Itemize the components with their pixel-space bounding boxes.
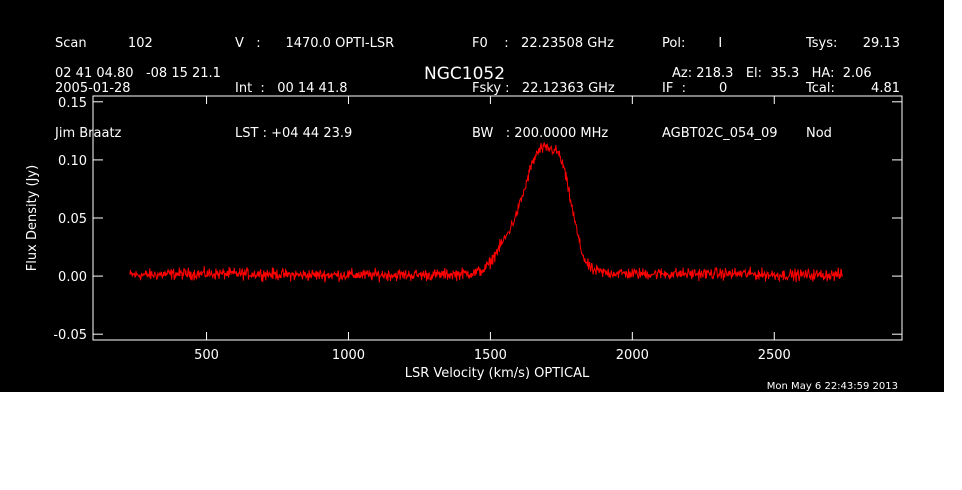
source-coords: 02 41 04.80 -08 15 21.1: [55, 66, 221, 81]
header-col6: 29.13 4.81: [848, 6, 900, 156]
integration-line: Int : 00 14 41.8: [235, 81, 348, 96]
tcal-value: 4.81: [871, 81, 900, 96]
scan-line: Scan 102: [55, 36, 153, 51]
y-ticks: -0.05 0.00 0.05 0.10 0.15: [53, 96, 902, 343]
tcal-label: Tcal:: [806, 81, 835, 96]
date-line: 2005-01-28: [55, 81, 131, 96]
header-col3: F0 : 22.23508 GHz Fsky : 22.12363 GHz BW…: [472, 6, 615, 171]
chart-title: NGC1052: [424, 64, 506, 84]
f0-line: F0 : 22.23508 GHz: [472, 36, 614, 51]
x-tick-label: 500: [194, 348, 219, 363]
header-col4: Pol: I IF : 0 AGBT02C_054_09: [662, 6, 778, 171]
lst-line: LST : +04 44 23.9: [235, 126, 353, 141]
observer-line: Jim Braatz: [55, 126, 122, 141]
x-ticks: 500 1000 1500 2000 2500: [194, 96, 791, 363]
procedure-label: Nod: [806, 126, 832, 141]
x-tick-label: 2000: [616, 348, 649, 363]
y-tick-label: 0.15: [58, 96, 87, 111]
x-tick-label: 2500: [758, 348, 791, 363]
header-col2: V : 1470.0 OPTI-LSR Int : 00 14 41.8 LST…: [235, 6, 394, 171]
y-axis-label: Flux Density (Jy): [25, 165, 40, 271]
spectrum-line: [129, 142, 843, 283]
project-line: AGBT02C_054_09: [662, 126, 778, 141]
pol-line: Pol: I: [662, 36, 723, 51]
header-col1: Scan 102 2005-01-28 Jim Braatz: [55, 6, 153, 171]
az-el-ha: Az: 218.3 El: 35.3 HA: 2.06: [672, 66, 872, 81]
chart-svg: 500 1000 1500 2000 2500 -0.05 0.00 0.05 0.10 0.1…: [25, 95, 903, 381]
y-tick-label: 0.10: [58, 154, 87, 169]
plot-frame: [92, 95, 903, 341]
if-line: IF : 0: [662, 81, 728, 96]
fsky-line: Fsky : 22.12363 GHz: [472, 81, 615, 96]
header-col5: Tsys: Tcal: Nod: [806, 6, 837, 171]
plot-panel: Scan 102 2005-01-28 Jim Braatz V : 1470.…: [0, 0, 944, 392]
timestamp: Mon May 6 22:43:59 2013: [766, 381, 898, 392]
y-tick-label: -0.05: [53, 328, 87, 343]
x-tick-label: 1000: [332, 348, 365, 363]
tsys-label: Tsys:: [806, 36, 838, 51]
velocity-line: V : 1470.0 OPTI-LSR: [235, 36, 395, 51]
x-tick-label: 1500: [474, 348, 507, 363]
bw-line: BW : 200.0000 MHz: [472, 126, 609, 141]
y-tick-label: 0.00: [58, 270, 87, 285]
x-axis-label: LSR Velocity (km/s) OPTICAL: [405, 366, 590, 381]
tsys-value: 29.13: [862, 36, 900, 51]
y-tick-label: 0.05: [58, 212, 87, 227]
